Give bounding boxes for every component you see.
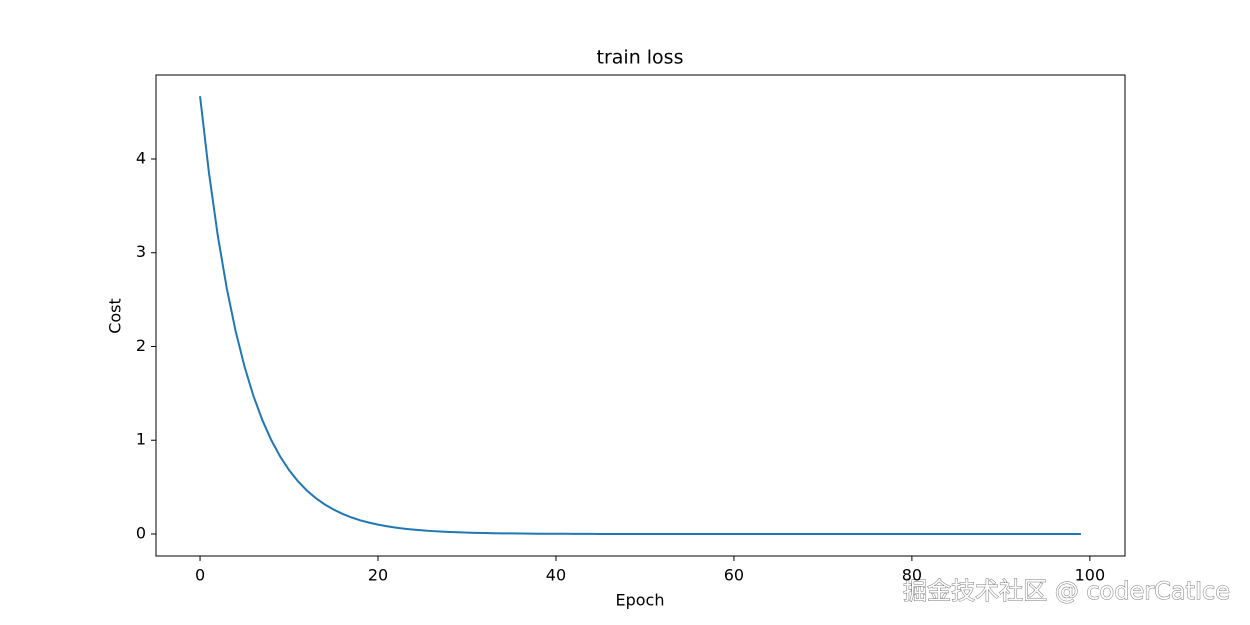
chart-title: train loss: [597, 47, 684, 69]
x-tick-label: 80: [902, 566, 922, 585]
y-tick-label: 3: [136, 242, 146, 261]
plot-frame: [155, 74, 1126, 557]
x-tick-label: 60: [724, 566, 744, 585]
line: [199, 96, 1081, 535]
y-tick-label: 2: [136, 336, 146, 355]
y-tick-label: 4: [136, 148, 146, 167]
y-axis-label: Cost: [106, 298, 125, 334]
x-tick-label: 0: [195, 566, 205, 585]
x-tick-label: 20: [368, 566, 388, 585]
y-tick-label: 0: [136, 523, 146, 542]
x-axis-label: Epoch: [616, 591, 665, 610]
y-tick-label: 1: [136, 430, 146, 449]
x-tick-label: 40: [546, 566, 566, 585]
watermark: 掘金技术社区 @ coderCatIce: [903, 577, 1230, 605]
x-tick-label: 100: [1075, 566, 1106, 585]
